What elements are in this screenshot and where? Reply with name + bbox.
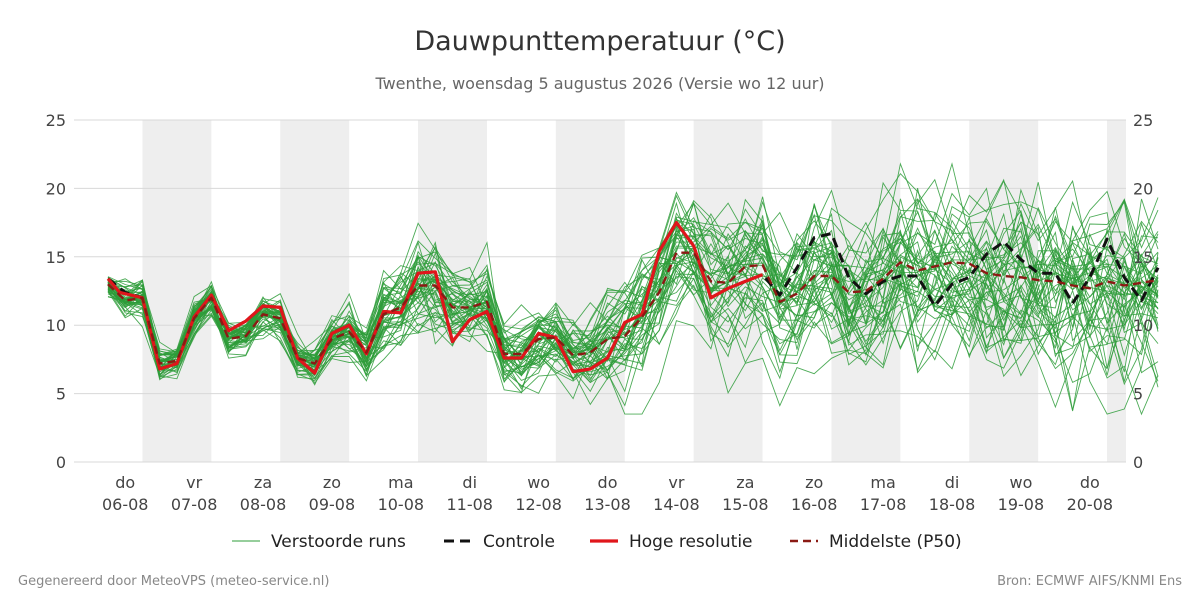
y-tick-label-left: 10 [46, 316, 66, 335]
legend-label-hires: Hoge resolutie [629, 532, 753, 552]
y-tick-label-right: 20 [1133, 179, 1153, 198]
y-tick-label-left: 15 [46, 248, 66, 267]
x-tick-date: 12-08 [515, 495, 562, 514]
ensemble-run-line [107, 223, 1159, 382]
legend-item-hires: Hoge resolutie [590, 532, 753, 552]
x-tick-day: do [115, 473, 135, 492]
legend-item-control: Controle [444, 532, 555, 552]
x-tick-day: zo [323, 473, 341, 492]
y-tick-label-right: 10 [1133, 316, 1153, 335]
x-tick-day: ma [388, 473, 413, 492]
ensemble-run-line [107, 181, 1159, 373]
y-tick-label-right: 25 [1133, 111, 1153, 130]
x-tick-date: 10-08 [378, 495, 425, 514]
x-tick-day: ma [870, 473, 895, 492]
x-tick-date: 11-08 [446, 495, 493, 514]
y-tick-label-left: 5 [56, 385, 66, 404]
y-axis-ticks: 0 0 5 5 10 10 15 15 20 20 25 25 [46, 111, 1154, 472]
x-tick-day: za [736, 473, 754, 492]
legend-item-p50: Middelste (P50) [790, 532, 962, 552]
x-tick-date: 16-08 [791, 495, 838, 514]
x-tick-date: 20-08 [1067, 495, 1114, 514]
x-axis-ticks: do 06-08 vr 07-08 za 08-08 zo 09-08 ma 10-08 di 11-… [102, 473, 1113, 514]
y-tick-label-left: 20 [46, 179, 66, 198]
x-tick-day: vr [668, 473, 684, 492]
shaded-day-band [280, 120, 350, 462]
x-tick-date: 14-08 [653, 495, 700, 514]
x-tick-date: 06-08 [102, 495, 149, 514]
y-tick-label-left: 0 [56, 453, 66, 472]
legend-label-ensemble: Verstoorde runs [271, 532, 406, 552]
chart-title: Dauwpunttemperatuur (°C) [414, 26, 785, 57]
x-tick-date: 08-08 [240, 495, 287, 514]
y-tick-label-left: 25 [46, 111, 66, 130]
y-tick-label-right: 15 [1133, 248, 1153, 267]
shaded-day-band [142, 120, 212, 462]
hires-line [106, 221, 764, 375]
x-tick-date: 15-08 [722, 495, 769, 514]
footer-source: Bron: ECMWF AIFS/KNMI Ens [997, 574, 1182, 589]
x-tick-date: 13-08 [584, 495, 631, 514]
x-tick-day: do [598, 473, 618, 492]
x-tick-date: 19-08 [998, 495, 1045, 514]
x-tick-date: 09-08 [309, 495, 356, 514]
x-tick-day: di [462, 473, 477, 492]
x-tick-day: zo [805, 473, 823, 492]
x-tick-day: di [945, 473, 960, 492]
x-tick-day: wo [1009, 473, 1032, 492]
x-tick-date: 17-08 [860, 495, 907, 514]
ensemble-run-line [107, 221, 1159, 376]
legend-label-p50: Middelste (P50) [829, 532, 962, 552]
footer-generator: Gegenereerd door MeteoVPS (meteo-service… [18, 574, 329, 589]
x-tick-day: do [1080, 473, 1100, 492]
y-tick-label-right: 5 [1133, 385, 1143, 404]
x-tick-day: wo [527, 473, 550, 492]
legend: Verstoorde runs Controle Hoge resolutie … [232, 532, 962, 552]
x-tick-date: 07-08 [171, 495, 218, 514]
y-tick-label-right: 0 [1133, 453, 1143, 472]
chart-subtitle: Twenthe, woensdag 5 augustus 2026 (Versi… [374, 74, 824, 93]
main-series [106, 221, 1160, 375]
shaded-day-band [555, 120, 625, 462]
x-tick-day: za [254, 473, 272, 492]
p50-line [107, 251, 1159, 365]
legend-label-control: Controle [483, 532, 555, 552]
legend-item-ensemble: Verstoorde runs [232, 532, 406, 552]
x-tick-date: 18-08 [929, 495, 976, 514]
x-tick-day: vr [186, 473, 202, 492]
